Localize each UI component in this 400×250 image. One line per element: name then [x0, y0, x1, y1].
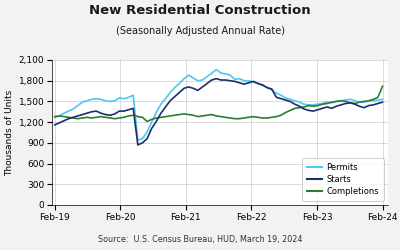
- Text: (Seasonally Adjusted Annual Rate): (Seasonally Adjusted Annual Rate): [116, 26, 284, 36]
- Text: Source:  U.S. Census Bureau, HUD, March 19, 2024: Source: U.S. Census Bureau, HUD, March 1…: [98, 235, 302, 244]
- Legend: Permits, Starts, Completions: Permits, Starts, Completions: [302, 158, 384, 201]
- Text: New Residential Construction: New Residential Construction: [89, 4, 311, 17]
- Y-axis label: Thousands of Units: Thousands of Units: [6, 90, 14, 176]
